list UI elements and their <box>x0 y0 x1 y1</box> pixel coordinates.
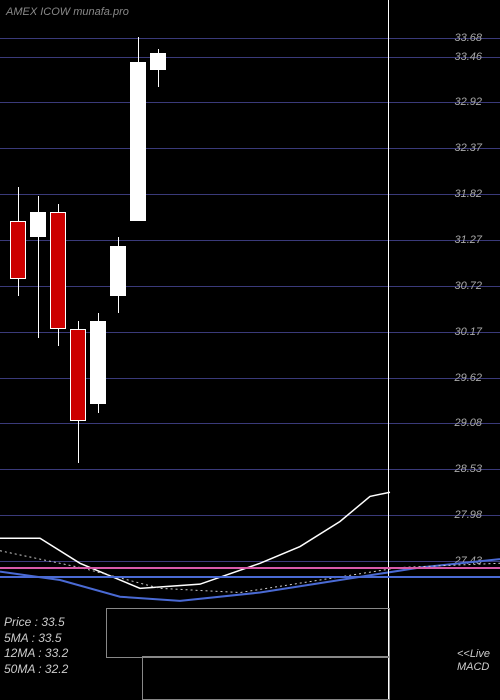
gridline <box>0 57 500 58</box>
candlestick-chart: AMEX ICOW munafa.pro 33.68 33.46 32.92 32.3… <box>0 0 500 700</box>
candle-body <box>150 53 166 70</box>
price-info-box: Price : 33.55MA : 33.512MA : 33.250MA : … <box>4 615 68 677</box>
gridline <box>0 286 500 287</box>
price-label: 27.98 <box>454 509 482 521</box>
candle-body <box>10 221 26 280</box>
candle-body <box>30 212 46 237</box>
vertical-marker <box>388 0 389 700</box>
price-label: 33.46 <box>454 51 482 63</box>
subpanel <box>106 608 390 658</box>
price-label: 32.37 <box>454 142 482 154</box>
gridline <box>0 38 500 39</box>
price-label: 33.68 <box>454 32 482 44</box>
price-label: 29.08 <box>454 417 482 429</box>
gridline <box>0 240 500 241</box>
price-label: 32.92 <box>454 96 482 108</box>
macd-label: <<LiveMACD <box>457 648 490 674</box>
candle-body <box>110 246 126 296</box>
price-label: 30.17 <box>454 326 482 338</box>
price-label: 30.72 <box>454 280 482 292</box>
price-label: 28.53 <box>454 463 482 475</box>
gridline <box>0 194 500 195</box>
gridline <box>0 102 500 103</box>
gridline <box>0 561 500 562</box>
candle-body <box>50 212 66 329</box>
info-line: 5MA : 33.5 <box>4 631 68 647</box>
gridline <box>0 148 500 149</box>
candle-body <box>130 62 146 221</box>
price-label: 31.27 <box>454 234 482 246</box>
subpanel <box>142 656 390 700</box>
blue-support-line <box>0 576 500 578</box>
info-line: Price : 33.5 <box>4 615 68 631</box>
price-label: 29.62 <box>454 372 482 384</box>
candle-body <box>70 329 86 421</box>
pink-support-line <box>0 567 500 569</box>
gridline <box>0 469 500 470</box>
price-label: 27.43 <box>454 555 482 567</box>
gridline <box>0 423 500 424</box>
info-line: 50MA : 32.2 <box>4 662 68 678</box>
macd-line2: MACD <box>457 661 490 674</box>
macd-line1: <<Live <box>457 648 490 661</box>
candle-body <box>90 321 106 405</box>
gridline <box>0 515 500 516</box>
price-label: 31.82 <box>454 188 482 200</box>
info-line: 12MA : 33.2 <box>4 646 68 662</box>
chart-title: AMEX ICOW munafa.pro <box>6 6 129 18</box>
